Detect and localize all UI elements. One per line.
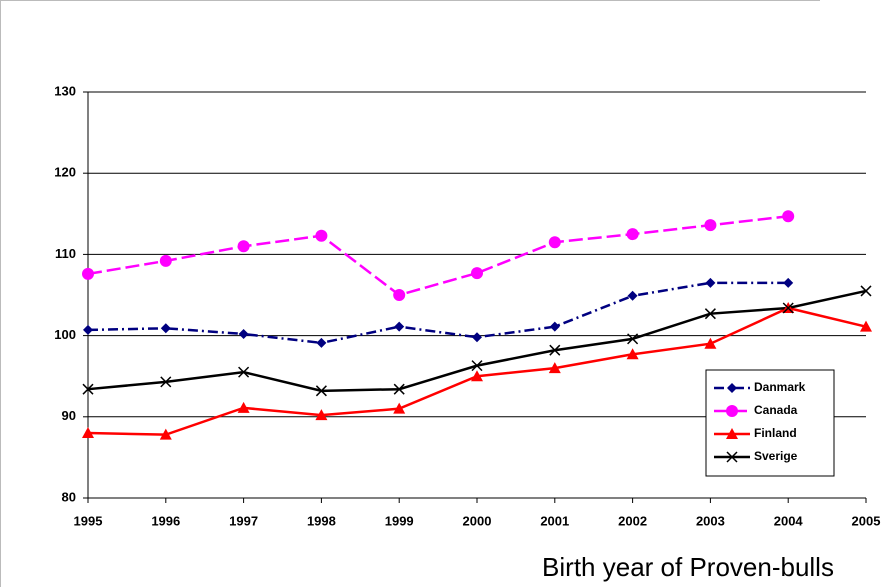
- marker: [471, 267, 483, 279]
- marker: [726, 405, 738, 417]
- marker: [161, 323, 171, 333]
- y-tick-label: 130: [54, 83, 76, 98]
- marker: [160, 255, 172, 267]
- x-tick-label: 2001: [540, 513, 569, 528]
- x-tick-label: 1995: [74, 513, 103, 528]
- x-tick-label: 2002: [618, 513, 647, 528]
- legend-label: Danmark: [754, 380, 806, 394]
- series-line: [88, 283, 788, 343]
- marker: [83, 325, 93, 335]
- x-tick-label: 2005: [852, 513, 881, 528]
- series-line: [88, 216, 788, 295]
- y-tick-label: 80: [62, 489, 76, 504]
- chart: Birth year of Proven-bulls 80 90 100 110 120…: [0, 0, 889, 587]
- x-axis-label: Birth year of Proven-bulls: [542, 552, 834, 582]
- marker: [472, 332, 482, 342]
- x-tick-label: 2000: [463, 513, 492, 528]
- marker: [783, 278, 793, 288]
- y-tick-label: 120: [54, 165, 76, 180]
- y-tick-label: 90: [62, 408, 76, 423]
- legend-label: Sverige: [754, 449, 798, 463]
- legend-label: Finland: [754, 426, 797, 440]
- marker: [705, 278, 715, 288]
- x-tick-label: 2003: [696, 513, 725, 528]
- marker: [704, 219, 716, 231]
- marker: [82, 268, 94, 280]
- y-tick-label: 100: [54, 327, 76, 342]
- marker: [316, 338, 326, 348]
- marker: [627, 228, 639, 240]
- marker: [394, 322, 404, 332]
- marker: [239, 329, 249, 339]
- marker: [238, 240, 250, 252]
- marker: [782, 210, 794, 222]
- marker: [315, 230, 327, 242]
- x-tick-label: 1996: [151, 513, 180, 528]
- x-tick-label: 1997: [229, 513, 258, 528]
- marker: [628, 291, 638, 301]
- x-tick-label: 1999: [385, 513, 414, 528]
- x-tick-label: 1998: [307, 513, 336, 528]
- marker: [393, 289, 405, 301]
- y-tick-label: 110: [55, 246, 76, 261]
- x-tick-label: 2004: [774, 513, 804, 528]
- legend-label: Canada: [754, 403, 798, 417]
- marker: [550, 322, 560, 332]
- marker: [549, 236, 561, 248]
